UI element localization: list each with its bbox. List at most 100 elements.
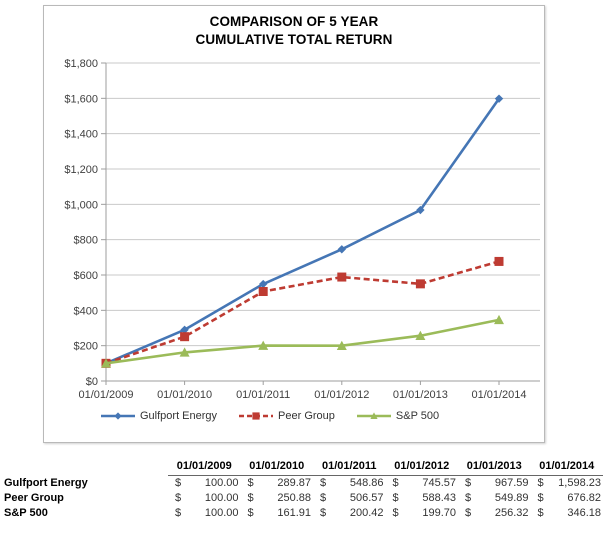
data-point-square <box>494 256 504 266</box>
y-tick-label: $1,800 <box>64 58 98 70</box>
x-tick-label: 01/01/2014 <box>471 389 526 401</box>
y-tick-label: $600 <box>74 270 98 282</box>
table-col-header: 01/01/2012 <box>385 458 458 476</box>
data-point-diamond <box>416 205 425 215</box>
value-text: 250.88 <box>277 492 311 504</box>
x-tick-label: 01/01/2011 <box>236 389 290 401</box>
currency-symbol: $ <box>537 492 544 504</box>
table-value-cell: $289.87 <box>241 476 314 492</box>
square-legend-swatch-icon <box>239 412 274 420</box>
data-point-diamond <box>337 245 346 254</box>
table-value-cell: $967.59 <box>458 476 531 492</box>
value-text: 199.70 <box>422 507 456 519</box>
return-table-section: 01/01/2009 01/01/2010 01/01/2011 01/01/2012… <box>2 458 603 521</box>
table-value-cell: $1,598.23 <box>531 476 604 492</box>
table-row-label: Peer Group <box>4 492 64 504</box>
table-col-header: 01/01/2010 <box>240 458 313 476</box>
table-row: S&P 500 $100.00 $161.91 $200.42 $199.70 $256.… <box>2 506 603 521</box>
series-s-p-500 <box>101 314 504 368</box>
legend-item-s-p-500: S&P 500 <box>356 410 440 422</box>
data-point-square <box>415 279 425 289</box>
table-value-cell: $676.82 <box>531 491 604 506</box>
chart-panel: $0 $200 $400 $600 $800 $1,000 $1,200 $1,400 $1,6… <box>43 5 545 443</box>
table-value-cell: $250.88 <box>241 491 314 506</box>
value-text: 100.00 <box>204 477 239 489</box>
table-col-header: 01/01/2014 <box>530 458 603 476</box>
data-point-square <box>258 287 268 297</box>
legend-label: S&P 500 <box>395 410 440 422</box>
value-text: 100.00 <box>204 492 239 504</box>
currency-symbol: $ <box>465 477 472 489</box>
table-value-cell: $161.91 <box>241 506 314 521</box>
table-value-cell: $100.00 <box>168 476 241 492</box>
chart-title-line1: COMPARISON OF 5 YEAR <box>209 14 379 29</box>
table-value-cell: $346.18 <box>531 506 604 521</box>
value-text: 100.00 <box>204 507 239 519</box>
data-point-triangle <box>258 340 269 350</box>
data-point-diamond <box>494 94 504 103</box>
data-point-square <box>337 272 347 282</box>
y-tick-label: $800 <box>74 235 98 247</box>
currency-symbol: $ <box>537 477 544 489</box>
data-point-triangle <box>101 358 111 368</box>
y-tick-label: $0 <box>86 376 98 388</box>
table-value-cell: $506.57 <box>313 491 386 506</box>
y-tick-label: $1,200 <box>64 164 98 176</box>
table-row: Gulfport Energy $100.00 $289.87 $548.86 $745… <box>2 476 603 492</box>
table-header-row: 01/01/2009 01/01/2010 01/01/2011 01/01/2012… <box>2 458 603 476</box>
table-col-header: 01/01/2013 <box>458 458 531 476</box>
series-line <box>105 97 501 365</box>
x-tick-label: 01/01/2010 <box>157 389 212 401</box>
currency-symbol: $ <box>392 507 399 519</box>
value-text: 289.87 <box>277 477 311 489</box>
data-point-diamond <box>114 412 122 420</box>
value-text: 549.89 <box>494 492 529 504</box>
chart-title: COMPARISON OF 5 YEAR CUMULATIVE TOTAL RE… <box>44 13 544 48</box>
value-text: 548.86 <box>349 477 384 489</box>
y-tick-label: $1,000 <box>64 199 98 211</box>
data-point-triangle <box>494 314 504 325</box>
currency-symbol: $ <box>320 507 327 519</box>
cumulative-return-table: 01/01/2009 01/01/2010 01/01/2011 01/01/2012… <box>2 458 603 521</box>
y-tick-label: $200 <box>74 341 98 353</box>
data-point-diamond <box>259 279 268 289</box>
currency-symbol: $ <box>247 477 254 489</box>
currency-symbol: $ <box>175 507 182 519</box>
table-value-cell: $745.57 <box>386 476 459 492</box>
data-point-triangle <box>415 330 426 340</box>
value-text: 967.59 <box>494 477 529 489</box>
data-point-triangle <box>179 347 190 357</box>
currency-symbol: $ <box>392 492 399 504</box>
table-value-cell: $549.89 <box>458 491 531 506</box>
value-text: 588.43 <box>422 492 456 504</box>
table-corner-cell <box>2 458 168 476</box>
x-tick-label: 01/01/2013 <box>393 389 448 401</box>
value-text: 676.82 <box>567 492 601 504</box>
table-row-label: S&P 500 <box>4 507 48 519</box>
currency-symbol: $ <box>175 492 182 504</box>
data-point-triangle <box>336 340 347 350</box>
table-value-cell: $588.43 <box>386 491 459 506</box>
x-tick-label: 01/01/2012 <box>314 389 369 401</box>
diamond-legend-swatch-icon <box>101 412 135 420</box>
y-tick-label: $400 <box>74 305 98 317</box>
currency-symbol: $ <box>320 477 327 489</box>
value-text: 506.57 <box>349 492 384 504</box>
legend-label: Gulfport Energy <box>140 410 218 422</box>
triangle-legend-swatch-icon <box>356 412 391 420</box>
y-tick-label: $1,600 <box>64 93 98 105</box>
value-text: 1,598.23 <box>558 477 601 489</box>
legend-item-gulfport-energy: Gulfport Energy <box>101 410 217 422</box>
value-text: 200.42 <box>349 507 384 519</box>
table-value-cell: $256.32 <box>458 506 531 521</box>
series-line <box>105 260 500 365</box>
legend-item-peer-group: Peer Group <box>239 410 335 422</box>
data-point-diamond <box>180 325 189 334</box>
value-text: 745.57 <box>422 477 456 489</box>
series-peer-group <box>101 256 504 368</box>
table-row-label: Gulfport Energy <box>4 476 88 489</box>
currency-symbol: $ <box>537 507 544 519</box>
table-row: Peer Group $100.00 $250.88 $506.57 $588.43 $5… <box>2 491 603 506</box>
data-point-triangle <box>370 412 378 420</box>
